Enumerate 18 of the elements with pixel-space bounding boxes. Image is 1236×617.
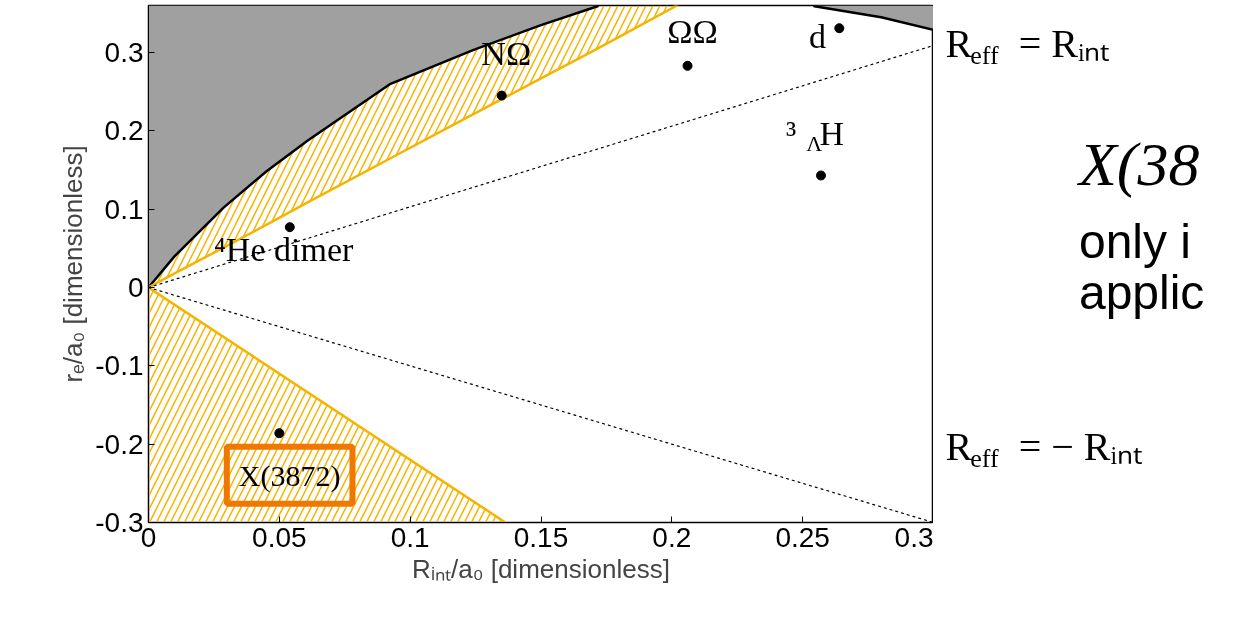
x-axis-title: Rᵢₙₜ/a₀ [dimensionless] bbox=[412, 553, 670, 584]
series-label: ΩΩ bbox=[667, 13, 718, 51]
series-label: d bbox=[808, 17, 826, 55]
x-tick-label: 0.25 bbox=[775, 521, 830, 553]
x-tick-label: 0.2 bbox=[652, 521, 692, 553]
y-axis-title: rₑ/a₀ [dimensionless] bbox=[58, 145, 89, 383]
y-tick-label: 0.3 bbox=[104, 37, 144, 68]
y-tick-label: 0 bbox=[127, 272, 144, 303]
y-tick-label: -0.1 bbox=[95, 350, 144, 382]
y-tick-label: 0.2 bbox=[104, 115, 144, 147]
y-tick-label: -0.2 bbox=[95, 428, 144, 460]
x-tick-label: 0.1 bbox=[390, 521, 430, 553]
x-tick-label: 0.15 bbox=[513, 521, 569, 553]
text: X(38 bbox=[1075, 130, 1200, 200]
text: only i bbox=[1078, 215, 1191, 269]
x-tick-label: 0.3 bbox=[894, 521, 934, 553]
y-tick-label: 0.1 bbox=[104, 193, 144, 225]
x-tick-label: 0.05 bbox=[252, 521, 307, 553]
